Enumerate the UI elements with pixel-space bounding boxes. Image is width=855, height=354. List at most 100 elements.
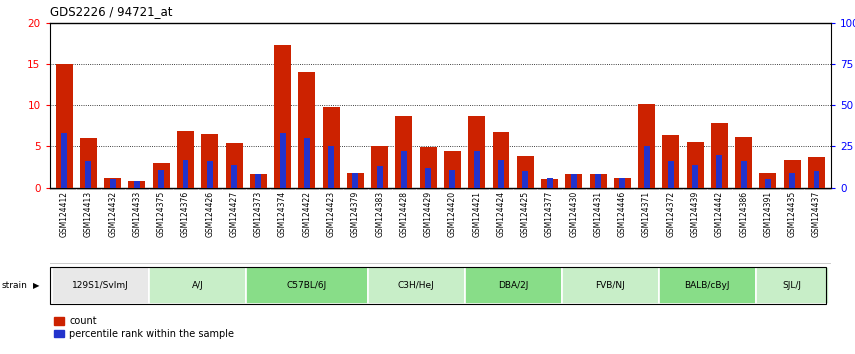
Text: GSM124383: GSM124383 xyxy=(375,191,384,237)
Bar xyxy=(104,178,121,188)
Bar xyxy=(565,175,582,188)
Text: GSM124371: GSM124371 xyxy=(642,191,652,237)
Bar xyxy=(590,175,606,188)
Text: 129S1/SvImJ: 129S1/SvImJ xyxy=(72,281,129,290)
Text: C3H/HeJ: C3H/HeJ xyxy=(398,281,434,290)
Bar xyxy=(444,152,461,188)
Bar xyxy=(469,116,486,188)
Bar xyxy=(226,143,243,188)
Bar xyxy=(619,178,625,188)
Bar xyxy=(62,133,68,188)
Text: GSM124424: GSM124424 xyxy=(497,191,505,237)
Bar xyxy=(86,161,91,188)
Text: A/J: A/J xyxy=(192,281,203,290)
Text: GSM124439: GSM124439 xyxy=(691,191,699,237)
Bar xyxy=(450,170,456,188)
Text: GSM124374: GSM124374 xyxy=(278,191,287,237)
Bar xyxy=(716,155,722,188)
Text: GSM124412: GSM124412 xyxy=(60,191,68,237)
Bar xyxy=(614,178,631,188)
Bar xyxy=(425,168,431,188)
Bar xyxy=(571,175,577,188)
Text: GSM124437: GSM124437 xyxy=(812,191,821,237)
Bar xyxy=(492,132,510,188)
Bar xyxy=(735,137,752,188)
Bar xyxy=(756,267,828,304)
Bar xyxy=(231,165,237,188)
Bar xyxy=(128,181,145,188)
Bar xyxy=(322,107,339,188)
Text: GSM124431: GSM124431 xyxy=(593,191,603,237)
Bar xyxy=(759,173,776,188)
Bar xyxy=(80,138,97,188)
Bar xyxy=(371,147,388,188)
Bar xyxy=(56,64,73,188)
Text: GSM124423: GSM124423 xyxy=(327,191,336,237)
Bar xyxy=(304,138,310,188)
Text: FVB/NJ: FVB/NJ xyxy=(595,281,625,290)
Bar xyxy=(207,161,213,188)
Bar xyxy=(377,166,383,188)
Bar xyxy=(638,104,655,188)
Bar xyxy=(668,161,674,188)
Text: GSM124429: GSM124429 xyxy=(424,191,433,237)
Text: GSM124432: GSM124432 xyxy=(109,191,117,237)
Text: GSM124391: GSM124391 xyxy=(764,191,772,237)
Bar xyxy=(134,181,140,188)
Text: ▶: ▶ xyxy=(32,281,39,290)
Bar xyxy=(182,160,188,188)
Bar xyxy=(693,165,699,188)
Bar xyxy=(784,160,801,188)
Text: GSM124428: GSM124428 xyxy=(399,191,409,237)
Text: GSM124376: GSM124376 xyxy=(181,191,190,237)
Text: GSM124420: GSM124420 xyxy=(448,191,457,237)
Bar xyxy=(149,267,246,304)
Text: GSM124446: GSM124446 xyxy=(618,191,627,237)
Bar xyxy=(516,156,534,188)
Bar xyxy=(328,147,334,188)
Text: C57BL/6J: C57BL/6J xyxy=(286,281,327,290)
Bar xyxy=(595,175,601,188)
Bar xyxy=(250,175,267,188)
Bar xyxy=(522,171,528,188)
Bar xyxy=(765,179,771,188)
Bar xyxy=(153,163,170,188)
Text: GSM124426: GSM124426 xyxy=(205,191,215,237)
Text: GSM124375: GSM124375 xyxy=(156,191,166,237)
Bar xyxy=(201,134,218,188)
Bar xyxy=(711,124,728,188)
Bar xyxy=(808,157,825,188)
Text: GSM124422: GSM124422 xyxy=(303,191,311,237)
Bar xyxy=(256,175,262,188)
Bar xyxy=(420,147,437,188)
Bar xyxy=(562,267,658,304)
Bar xyxy=(52,267,149,304)
Bar xyxy=(474,152,480,188)
Text: GSM124379: GSM124379 xyxy=(351,191,360,237)
Text: GSM124373: GSM124373 xyxy=(254,191,262,237)
Bar xyxy=(109,179,115,188)
Bar xyxy=(687,142,704,188)
Bar xyxy=(740,161,746,188)
Bar xyxy=(658,267,756,304)
Text: GSM124427: GSM124427 xyxy=(229,191,239,237)
Bar xyxy=(498,160,504,188)
Text: GSM124386: GSM124386 xyxy=(740,191,748,237)
Text: BALB/cByJ: BALB/cByJ xyxy=(685,281,730,290)
Bar xyxy=(395,116,412,188)
Bar xyxy=(663,135,680,188)
Bar xyxy=(246,267,368,304)
Text: GSM124377: GSM124377 xyxy=(545,191,554,237)
Text: GSM124430: GSM124430 xyxy=(569,191,578,237)
Bar xyxy=(789,173,795,188)
Bar xyxy=(158,170,164,188)
Bar xyxy=(347,173,364,188)
Text: GSM124372: GSM124372 xyxy=(666,191,675,237)
Bar xyxy=(298,72,315,188)
Text: GSM124435: GSM124435 xyxy=(787,191,797,237)
Text: GSM124421: GSM124421 xyxy=(472,191,481,237)
Bar xyxy=(541,178,558,188)
Bar xyxy=(546,178,552,188)
Text: DBA/2J: DBA/2J xyxy=(498,281,528,290)
Bar xyxy=(177,131,194,188)
